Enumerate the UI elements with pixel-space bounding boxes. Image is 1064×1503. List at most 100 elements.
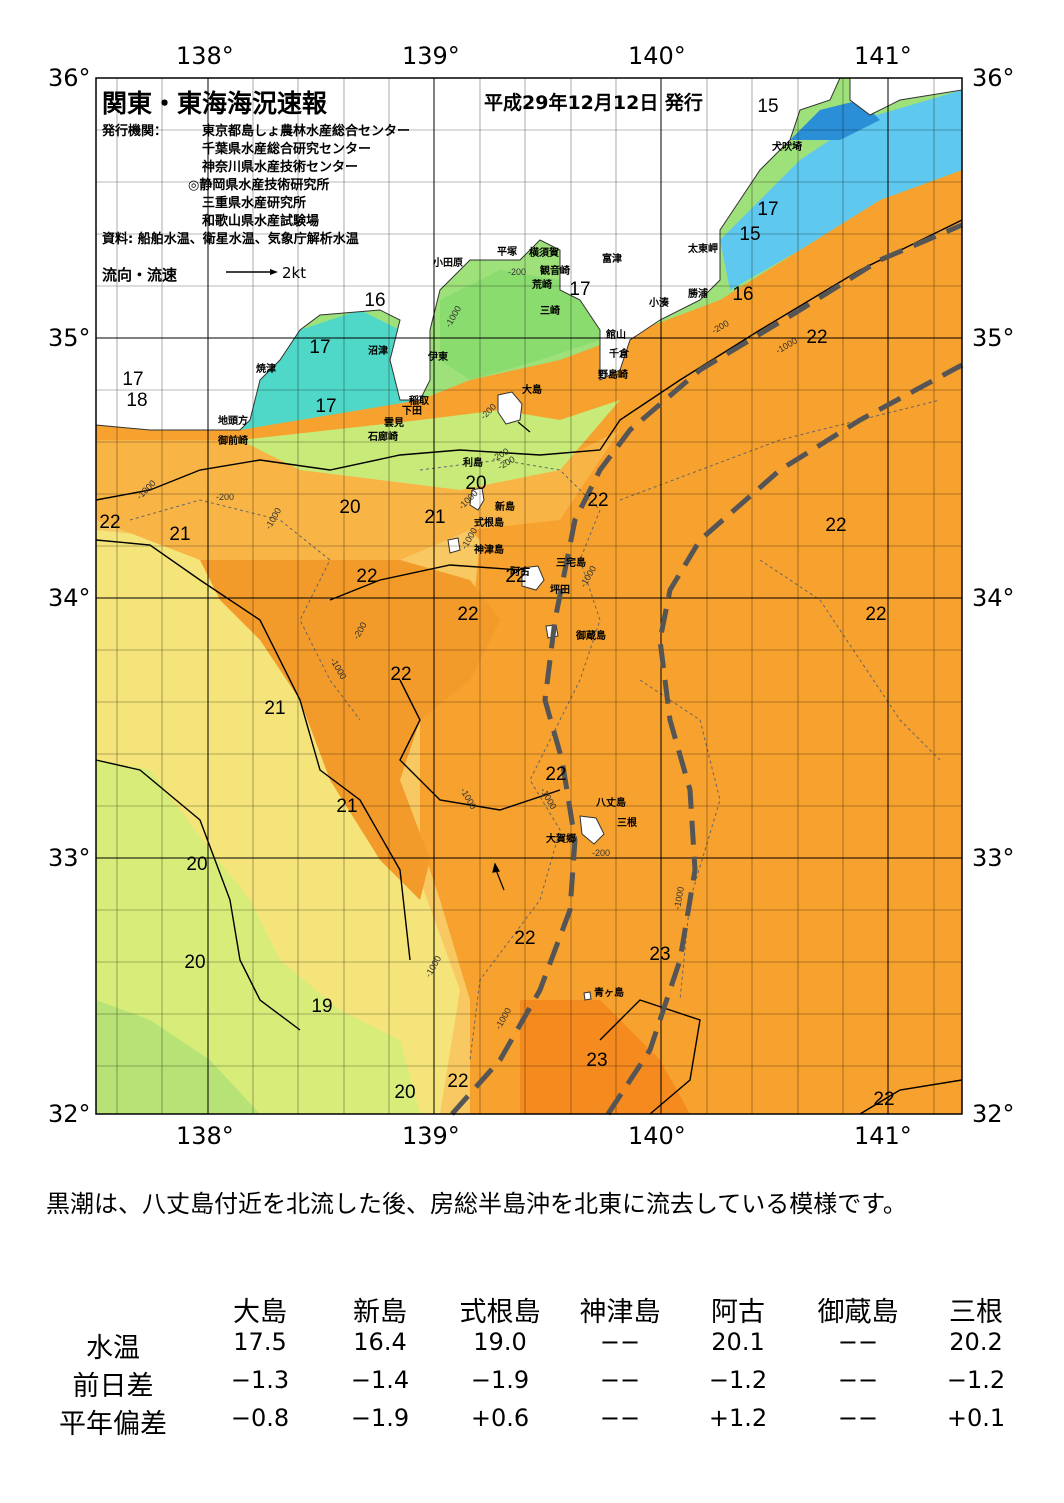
map-title: 関東・東海海況速報 bbox=[102, 89, 328, 118]
place-name: 御蔵島 bbox=[575, 629, 606, 642]
place-name: 式根島 bbox=[474, 516, 504, 529]
table-cell: 17.5 bbox=[233, 1328, 287, 1356]
table-cell: −− bbox=[599, 1366, 641, 1394]
place-name: 大賀郷 bbox=[546, 832, 576, 845]
temp-label: 22 bbox=[873, 1089, 894, 1110]
issuer-item: ◎静岡県水産技術研究所 bbox=[188, 178, 330, 193]
table-column-header: 神津島 bbox=[579, 1297, 661, 1328]
lat-label-right: 35° bbox=[972, 324, 1015, 352]
place-name: 坪田 bbox=[550, 583, 570, 596]
place-name: 勝浦 bbox=[688, 287, 708, 300]
temp-label: 22 bbox=[514, 928, 535, 949]
aogashima-island bbox=[583, 991, 592, 1001]
lon-label-top: 138° bbox=[176, 42, 234, 70]
niijima-island bbox=[469, 487, 485, 511]
temp-label: 22 bbox=[825, 515, 846, 536]
land-areas bbox=[95, 77, 963, 1001]
table-cell: −1.9 bbox=[470, 1366, 530, 1394]
sea-area-green-sw bbox=[96, 1000, 260, 1114]
temp-label: 22 bbox=[505, 566, 526, 587]
temp-label: 22 bbox=[806, 327, 827, 348]
table-cell: 20.2 bbox=[949, 1328, 1003, 1356]
flow-scale-arrow bbox=[226, 269, 278, 275]
temp-label: 17 bbox=[309, 337, 330, 358]
lat-label-right: 34° bbox=[972, 584, 1015, 612]
kuroshio-axis bbox=[450, 222, 964, 1116]
table-cell: −1.2 bbox=[708, 1366, 768, 1394]
place-name: 野島崎 bbox=[598, 368, 628, 381]
temp-label: 17 bbox=[315, 396, 336, 417]
place-name: 青ヶ島 bbox=[594, 986, 624, 999]
lon-label-top: 140° bbox=[628, 42, 686, 70]
temp-label: 22 bbox=[865, 604, 886, 625]
table-column-header: 新島 bbox=[353, 1297, 407, 1328]
place-name: 御前崎 bbox=[217, 434, 248, 447]
place-name: 神津島 bbox=[474, 543, 504, 556]
graticule-major bbox=[96, 78, 962, 1114]
temp-label: 15 bbox=[757, 96, 778, 117]
lat-label-right: 32° bbox=[972, 1100, 1015, 1128]
place-name: 石廊崎 bbox=[367, 430, 398, 443]
temp-label: 19 bbox=[311, 996, 332, 1017]
temp-label: 20 bbox=[186, 854, 207, 875]
temp-label: 22 bbox=[545, 764, 566, 785]
table-row-label: 前日差 bbox=[72, 1371, 154, 1402]
lat-label-right: 33° bbox=[972, 844, 1015, 872]
place-name: 下田 bbox=[402, 405, 422, 417]
place-name: 焼津 bbox=[256, 362, 276, 375]
temp-label: 22 bbox=[447, 1071, 468, 1092]
table-cell: 19.0 bbox=[473, 1328, 527, 1356]
temp-label: 18 bbox=[126, 390, 147, 411]
lat-label-left: 35° bbox=[48, 324, 91, 352]
depth-label: -1000 bbox=[672, 886, 686, 910]
issuer-item: 和歌山県水産試験場 bbox=[202, 214, 320, 229]
depth-label: -200 bbox=[216, 492, 234, 502]
place-name: 千倉 bbox=[609, 347, 630, 360]
issuer-item: 三重県水産研究所 bbox=[202, 196, 307, 211]
place-name: 富津 bbox=[602, 252, 622, 265]
lon-label-bottom: 140° bbox=[628, 1122, 686, 1150]
table-cell: −1.3 bbox=[230, 1366, 290, 1394]
table-cell: −− bbox=[837, 1328, 879, 1356]
depth-label: -200 bbox=[592, 848, 610, 858]
temp-label: 20 bbox=[394, 1082, 415, 1103]
table-column-header: 御蔵島 bbox=[817, 1297, 899, 1328]
lon-label-bottom: 139° bbox=[402, 1122, 460, 1150]
issuer-label: 発行機関： bbox=[102, 124, 168, 139]
place-name: 大島 bbox=[522, 383, 542, 396]
place-name: 阿古 bbox=[510, 565, 530, 578]
lon-label-top: 139° bbox=[402, 42, 460, 70]
oshima-island bbox=[497, 391, 523, 425]
temp-label: 22 bbox=[390, 664, 411, 685]
map-frame bbox=[95, 77, 963, 1115]
place-name: 荒崎 bbox=[531, 278, 552, 291]
table-cell: 20.1 bbox=[711, 1328, 765, 1356]
place-name: 稲取 bbox=[409, 394, 430, 407]
table-cell: +1.2 bbox=[708, 1404, 768, 1432]
hachijojima-island bbox=[579, 815, 605, 845]
flow-legend-scale: 2kt bbox=[282, 264, 307, 282]
table-column-header: 三根 bbox=[949, 1297, 1003, 1328]
place-name: 地頭方 bbox=[218, 414, 248, 427]
temp-label: 23 bbox=[586, 1050, 607, 1071]
lat-label-left: 36° bbox=[48, 64, 91, 92]
place-name: 八丈島 bbox=[595, 796, 626, 809]
place-name: 太東岬 bbox=[687, 242, 718, 255]
place-name: 三崎 bbox=[540, 304, 560, 317]
lat-label-left: 33° bbox=[48, 844, 91, 872]
temp-label: 16 bbox=[732, 284, 753, 305]
lon-label-top: 141° bbox=[854, 42, 912, 70]
temp-label: 15 bbox=[739, 224, 760, 245]
table-cell: +0.1 bbox=[946, 1404, 1006, 1432]
place-name: 伊東 bbox=[427, 350, 448, 363]
temp-label: 22 bbox=[457, 604, 478, 625]
place-name: 雲見 bbox=[384, 417, 404, 429]
sea-area-coastal-cyan bbox=[240, 310, 420, 430]
issuer-item: 千葉県水産総合研究センター bbox=[202, 142, 372, 157]
table-cell: +0.6 bbox=[470, 1404, 530, 1432]
temp-label: 17 bbox=[757, 199, 778, 220]
table-cell: −− bbox=[599, 1328, 641, 1356]
table-cell: −1.9 bbox=[350, 1404, 410, 1432]
lat-label-right: 36° bbox=[972, 64, 1015, 92]
table-cell: 16.4 bbox=[353, 1328, 407, 1356]
